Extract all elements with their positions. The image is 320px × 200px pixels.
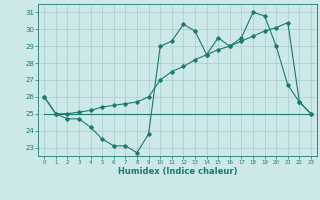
- X-axis label: Humidex (Indice chaleur): Humidex (Indice chaleur): [118, 167, 237, 176]
